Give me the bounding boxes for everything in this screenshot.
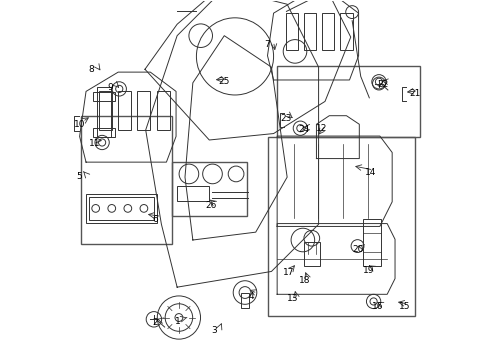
Text: 19: 19 [363, 266, 374, 275]
Text: 16: 16 [372, 302, 383, 311]
Bar [93, 93, 115, 102]
Text: 10: 10 [74, 120, 85, 129]
Bar [177, 186, 209, 202]
Bar [304, 13, 316, 50]
Bar [97, 87, 111, 137]
Text: 4: 4 [248, 292, 254, 301]
Text: 26: 26 [205, 201, 217, 210]
Text: 2: 2 [152, 318, 158, 327]
Text: 21: 21 [409, 89, 421, 98]
Bar [99, 91, 112, 130]
Bar [89, 197, 153, 220]
Bar [172, 162, 247, 216]
Text: 3: 3 [211, 325, 217, 334]
Bar [86, 194, 157, 223]
Bar [93, 128, 115, 137]
Text: 22: 22 [377, 80, 389, 89]
Bar [286, 13, 298, 50]
Bar [363, 219, 381, 266]
Text: 12: 12 [317, 124, 328, 133]
Bar [277, 66, 420, 137]
Text: 7: 7 [265, 40, 270, 49]
Bar [322, 13, 334, 50]
Text: 5: 5 [76, 172, 82, 181]
Text: 24: 24 [298, 126, 309, 135]
Text: 23: 23 [281, 114, 292, 123]
Bar [138, 91, 150, 130]
Text: 13: 13 [287, 294, 298, 303]
Bar [341, 13, 352, 50]
Text: 17: 17 [283, 268, 294, 277]
Bar [81, 116, 172, 244]
Text: 18: 18 [298, 276, 310, 285]
Text: 9: 9 [107, 83, 113, 92]
Text: 8: 8 [89, 65, 94, 74]
Bar [118, 91, 131, 130]
Text: 14: 14 [365, 168, 376, 177]
Text: 6: 6 [153, 215, 159, 224]
Text: 25: 25 [218, 77, 230, 86]
Text: 15: 15 [398, 302, 410, 311]
Text: 20: 20 [352, 245, 364, 254]
Bar [304, 242, 319, 266]
Bar [241, 293, 249, 308]
Text: 11: 11 [89, 139, 100, 148]
Bar [268, 137, 415, 316]
Text: 1: 1 [175, 316, 181, 325]
Bar [157, 91, 170, 130]
